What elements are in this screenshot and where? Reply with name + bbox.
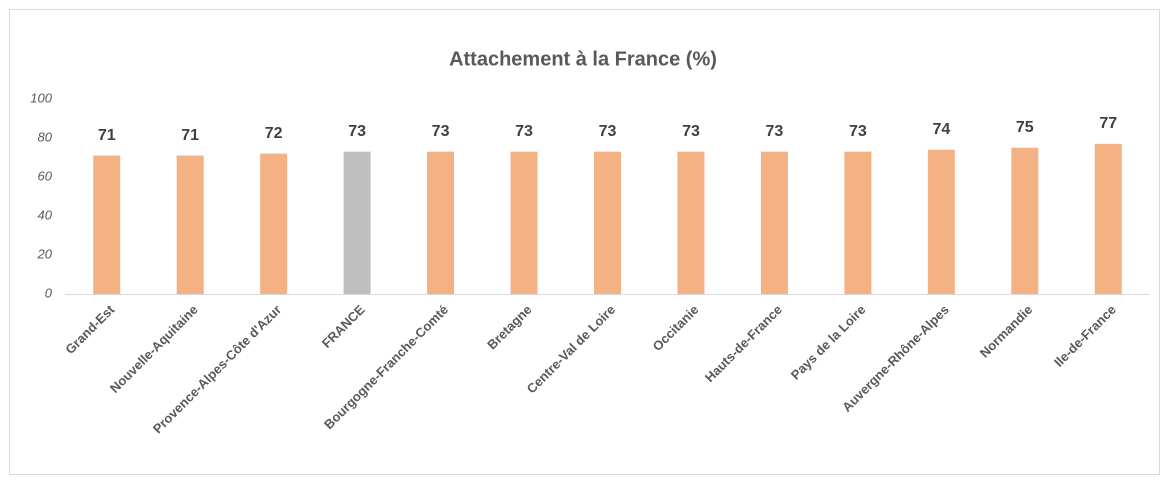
data-label: 71 (181, 127, 199, 144)
y-tick-label: 80 (38, 129, 53, 144)
chart-title: Attachement à la France (%) (449, 48, 717, 70)
data-label: 73 (766, 123, 784, 140)
bar (1094, 143, 1122, 294)
bar (343, 151, 371, 294)
bar (594, 151, 621, 294)
y-tick-label: 100 (30, 90, 52, 105)
data-label: 71 (98, 127, 116, 144)
data-label: 73 (515, 123, 533, 140)
bar (260, 153, 288, 294)
data-label: 74 (932, 121, 950, 138)
y-tick-label: 40 (38, 207, 53, 222)
bar (93, 155, 121, 294)
data-label: 77 (1099, 115, 1117, 132)
bar (1011, 147, 1039, 294)
data-label: 73 (432, 123, 450, 140)
bar (760, 151, 788, 294)
y-tick-label: 20 (37, 246, 53, 261)
data-label: 75 (1016, 119, 1034, 136)
bar (176, 155, 204, 294)
bar (677, 151, 705, 294)
data-label: 73 (599, 123, 617, 140)
y-tick-label: 0 (45, 285, 53, 300)
data-label: 73 (682, 123, 700, 140)
bar (510, 151, 538, 294)
bar (844, 151, 872, 294)
data-label: 73 (849, 123, 867, 140)
bar (427, 151, 455, 294)
data-label: 72 (265, 125, 283, 142)
data-label: 73 (348, 123, 366, 140)
y-tick-label: 60 (38, 168, 53, 183)
bar (927, 149, 955, 294)
